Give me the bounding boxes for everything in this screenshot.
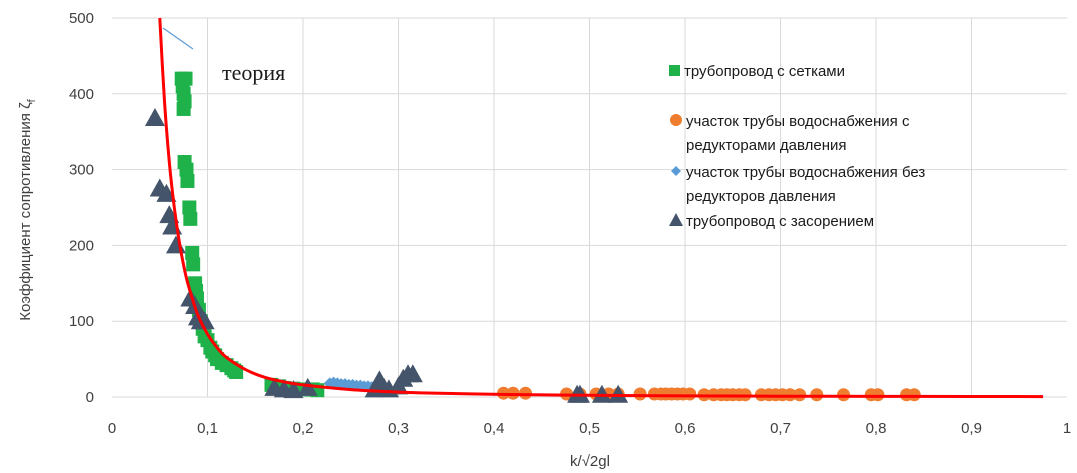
x-tick-label: 0,4 (484, 420, 505, 437)
y-tick-label: 400 (69, 86, 94, 103)
data-series (144, 71, 921, 403)
legend-label-line-1: участок трубы водоснабжения без (686, 164, 925, 181)
data-point-triangle (569, 384, 590, 403)
vertical-gridlines (207, 18, 972, 397)
y-tick-labels: 0 100 200 300 400 500 (69, 10, 94, 406)
legend-label-line-2: редукторов давления (686, 188, 836, 205)
plot-area: теория (144, 17, 1044, 403)
y-tick-label: 200 (69, 237, 94, 254)
data-point-square (186, 257, 201, 272)
data-point-circle (837, 388, 851, 402)
legend: трубопровод с сетками участок трубы водо… (669, 63, 929, 230)
x-tick-label: 0 (108, 420, 116, 437)
y-tick-label: 0 (86, 389, 94, 406)
x-axis-title: k/√2gl (570, 453, 610, 470)
legend-marker-diamond (671, 166, 681, 176)
legend-item-with-reducers: участок трубы водоснабжения с редукторам… (670, 113, 914, 154)
data-point-triangle (608, 384, 629, 403)
data-point-triangle (194, 311, 215, 330)
x-tick-label: 0,8 (866, 420, 887, 437)
theory-curve (158, 17, 1044, 399)
legend-label: трубопровод с сетками (684, 63, 845, 80)
x-tick-labels: 0 0,1 0,2 0,3 0,4 0,5 0,6 0,7 0,8 0,9 1 (108, 420, 1071, 437)
legend-item-clogged: трубопровод с засорением (669, 213, 874, 230)
data-point-triangle (165, 235, 186, 254)
data-point-triangle (156, 183, 177, 202)
data-point-square (229, 364, 244, 379)
x-tick-label: 0,3 (388, 420, 409, 437)
data-point-circle (633, 387, 647, 401)
data-point-circle (907, 388, 921, 402)
legend-label: участок трубы водоснабжения без редуктор… (686, 164, 929, 205)
x-tick-label: 0,6 (675, 420, 696, 437)
data-point-square (178, 71, 193, 86)
legend-marker-circle (670, 114, 682, 126)
legend-label: участок трубы водоснабжения с редукторам… (686, 113, 914, 154)
legend-marker-triangle (669, 213, 683, 226)
legend-item-without-reducers: участок трубы водоснабжения без редуктор… (671, 164, 929, 205)
x-tick-label: 0,2 (293, 420, 314, 437)
x-tick-label: 0,9 (961, 420, 982, 437)
data-point-triangle (283, 380, 304, 399)
theory-leader-line (162, 27, 194, 50)
y-axis-title-main: Коэффициент сопротивления ζ (17, 102, 34, 321)
legend-item-mesh: трубопровод с сетками (669, 63, 845, 80)
data-point-circle (683, 387, 697, 401)
y-axis-title-subscript: f (26, 98, 38, 102)
y-tick-label: 300 (69, 162, 94, 179)
data-point-square (179, 162, 194, 177)
x-tick-label: 0,1 (197, 420, 218, 437)
data-point-triangle (144, 108, 165, 127)
data-point-square (182, 200, 197, 215)
data-point-square (183, 211, 198, 226)
legend-label: трубопровод с засорением (686, 213, 874, 230)
legend-label-line-2: редукторами давления (686, 137, 847, 154)
series-square (174, 71, 325, 398)
data-point-circle (810, 388, 824, 402)
data-point-square (180, 173, 195, 188)
data-point-square (176, 101, 191, 116)
data-point-triangle (591, 384, 612, 403)
x-tick-label: 1 (1063, 420, 1071, 437)
data-point-square (185, 245, 200, 260)
y-tick-label: 100 (69, 313, 94, 330)
theory-label: теория (222, 60, 285, 85)
y-tick-label: 500 (69, 10, 94, 27)
data-point-triangle (402, 364, 423, 383)
legend-label-line-1: участок трубы водоснабжения с (686, 113, 910, 130)
data-point-circle (871, 388, 885, 402)
legend-marker-square (669, 65, 680, 76)
y-axis-title: Коэффициент сопротивления ζf (17, 98, 38, 320)
x-tick-label: 0,7 (770, 420, 791, 437)
x-tick-label: 0,5 (579, 420, 600, 437)
